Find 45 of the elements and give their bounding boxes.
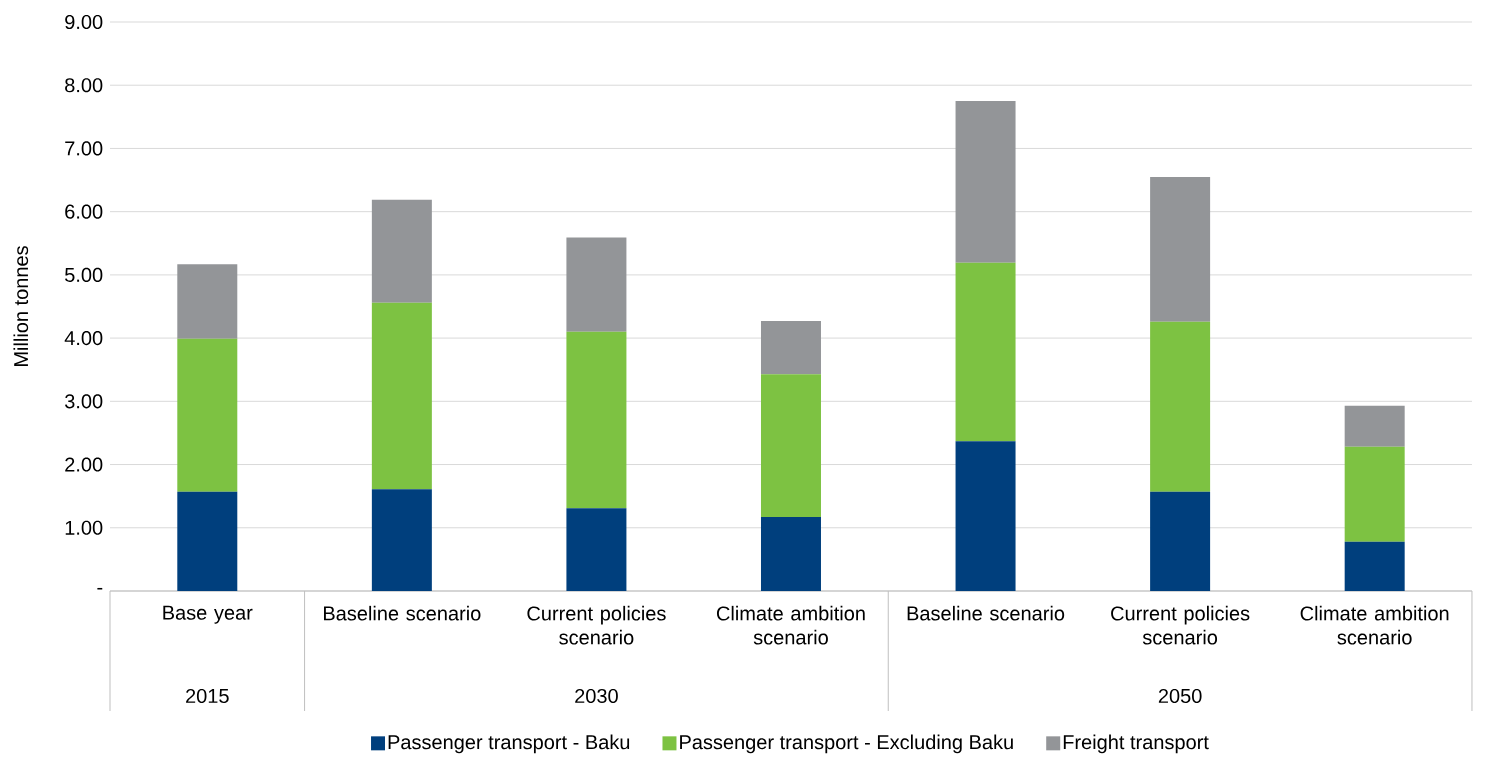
text: 2015 <box>186 688 229 704</box>
y-tick-label: 6.00 <box>65 204 103 219</box>
bar <box>371 199 432 303</box>
bar <box>955 262 1016 442</box>
bar <box>1150 176 1211 322</box>
text: 2050 <box>1158 688 1202 704</box>
y-tick-label: 8.00 <box>65 78 103 93</box>
bar <box>760 517 821 591</box>
bar <box>177 264 238 339</box>
x-tick-label: Baseline scenario <box>907 605 1065 621</box>
legend-label: Passenger transport - Baku <box>388 734 630 754</box>
bar <box>566 508 627 591</box>
x-tick-label: Current policies scenario <box>1111 605 1250 645</box>
x-tick-label: Climate ambition scenario <box>1300 605 1449 645</box>
x-tick-label: Base year <box>163 605 253 624</box>
bar <box>955 441 1016 591</box>
bar <box>760 374 821 518</box>
text: 2030 <box>575 688 618 704</box>
x-tick-label: Baseline scenario <box>324 605 481 621</box>
bar <box>955 101 1016 263</box>
y-tick-label: 7.00 <box>65 141 103 156</box>
y-axis-title: Million tonnes <box>13 246 29 366</box>
bar <box>371 489 432 591</box>
y-tick-label: 9.00 <box>65 14 103 30</box>
x-tick-label: Current policies scenario <box>527 605 666 645</box>
y-tick-label: 1.00 <box>65 520 103 535</box>
bar <box>1344 405 1405 447</box>
bar <box>177 491 238 591</box>
x-tick-label: Climate ambition scenario <box>716 605 865 645</box>
y-tick-label: 5.00 <box>65 267 103 282</box>
bar <box>1150 321 1211 492</box>
y-tick-label: 2.00 <box>65 457 103 472</box>
bar <box>760 321 821 375</box>
bar <box>1150 491 1211 591</box>
bar <box>566 331 627 509</box>
y-tick-label: 4.00 <box>64 331 103 346</box>
bar <box>1344 541 1405 591</box>
bar <box>371 302 432 490</box>
bar <box>177 338 238 492</box>
y-tick-label: 3.00 <box>64 394 103 409</box>
legend-label: Passenger transport - Excluding Baku <box>680 734 1013 754</box>
bar <box>1344 446 1405 542</box>
bar <box>566 237 627 332</box>
legend-label: Freight transport <box>1063 734 1209 754</box>
y-tick-label: - <box>97 587 103 590</box>
